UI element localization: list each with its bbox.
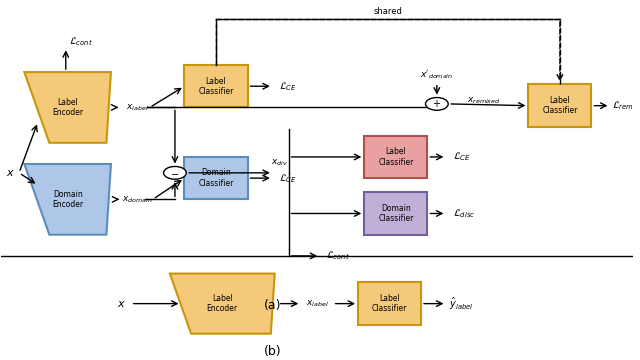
FancyBboxPatch shape xyxy=(184,65,248,107)
Text: $x_{remixed}$: $x_{remixed}$ xyxy=(467,95,500,105)
Text: $x_{label}$: $x_{label}$ xyxy=(305,298,328,309)
Text: shared: shared xyxy=(374,6,403,15)
Text: (a): (a) xyxy=(264,299,282,312)
Text: $\mathcal{L}_{rem}$: $\mathcal{L}_{rem}$ xyxy=(612,99,634,112)
Text: $\mathcal{L}_{CE}$: $\mathcal{L}_{CE}$ xyxy=(279,172,297,185)
Text: Label
Classifier: Label Classifier xyxy=(378,147,413,167)
Polygon shape xyxy=(170,274,275,334)
Text: $-$: $-$ xyxy=(170,168,179,178)
FancyBboxPatch shape xyxy=(529,85,591,127)
Text: Domain
Encoder: Domain Encoder xyxy=(52,190,83,209)
Text: $x_{div}$: $x_{div}$ xyxy=(271,157,287,167)
Text: $\mathcal{L}_{cont}$: $\mathcal{L}_{cont}$ xyxy=(326,249,350,262)
Text: $\mathcal{L}_{CE}$: $\mathcal{L}_{CE}$ xyxy=(279,80,297,93)
Polygon shape xyxy=(24,72,111,143)
Text: $x_{label}$: $x_{label}$ xyxy=(125,102,148,113)
Text: Domain
Classifier: Domain Classifier xyxy=(378,204,413,223)
Text: $\mathcal{L}_{disc}$: $\mathcal{L}_{disc}$ xyxy=(452,207,475,220)
Circle shape xyxy=(426,98,448,110)
Text: Label
Classifier: Label Classifier xyxy=(542,96,578,115)
Text: $\mathcal{L}_{CE}$: $\mathcal{L}_{CE}$ xyxy=(452,150,470,163)
Text: Domain
Classifier: Domain Classifier xyxy=(198,168,234,188)
Circle shape xyxy=(164,166,186,179)
Text: $\mathcal{L}_{cont}$: $\mathcal{L}_{cont}$ xyxy=(69,35,93,48)
Text: $x$: $x$ xyxy=(117,299,126,309)
Text: (b): (b) xyxy=(264,345,282,358)
FancyBboxPatch shape xyxy=(364,192,428,235)
Text: $x_{domain}$: $x_{domain}$ xyxy=(122,194,152,204)
Text: $x'_{domain}$: $x'_{domain}$ xyxy=(420,68,454,81)
Text: Label
Encoder: Label Encoder xyxy=(207,294,238,313)
Text: $+$: $+$ xyxy=(433,98,442,109)
Text: Label
Encoder: Label Encoder xyxy=(52,98,83,117)
Text: $\hat{y}_{label}$: $\hat{y}_{label}$ xyxy=(449,296,474,312)
FancyBboxPatch shape xyxy=(358,282,421,325)
FancyBboxPatch shape xyxy=(364,136,428,178)
Text: Label
Classifier: Label Classifier xyxy=(372,294,407,313)
Text: $x$: $x$ xyxy=(6,168,15,178)
Polygon shape xyxy=(24,164,111,235)
FancyBboxPatch shape xyxy=(184,157,248,199)
Text: Label
Classifier: Label Classifier xyxy=(198,77,234,96)
